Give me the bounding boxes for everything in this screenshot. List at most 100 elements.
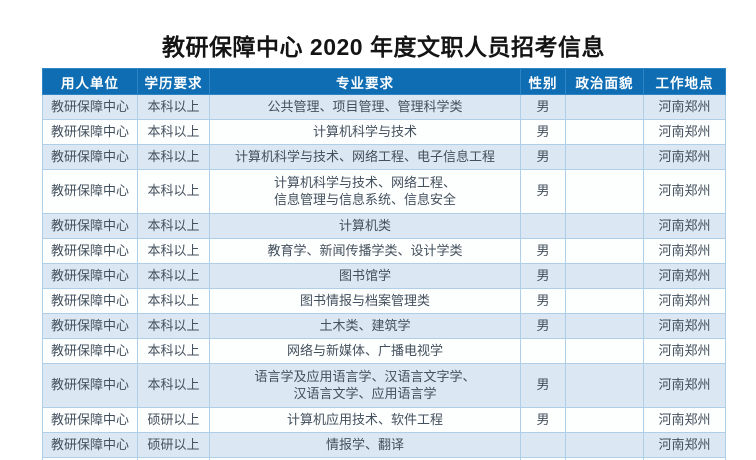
table-row: 教研保障中心 本科以上 网络与新媒体、广播电视学 河南郑州 [42, 338, 726, 364]
cell-major: 计算机科学与技术 [209, 119, 521, 145]
table-row: 教研保障中心 本科以上 图书情报与档案管理类 男 河南郑州 [42, 288, 726, 314]
cell-political [565, 238, 644, 264]
table-row: 教研保障中心 本科以上 图书馆学 男 河南郑州 [42, 263, 726, 289]
cell-education: 本科以上 [137, 338, 210, 364]
cell-major: 计算机类 [209, 213, 521, 239]
table-row: 教研保障中心 本科以上 计算机科学与技术、网络工程、 信息管理与信息系统、信息安… [42, 169, 726, 214]
cell-political [565, 288, 644, 314]
cell-gender: 男 [520, 238, 566, 264]
cell-gender: 男 [520, 313, 566, 339]
cell-major: 计算机应用技术、软件工程 [209, 407, 521, 433]
cell-education: 本科以上 [137, 313, 210, 339]
cell-location: 河南郑州 [643, 119, 726, 145]
cell-gender [520, 338, 566, 364]
cell-major: 土木类、建筑学 [209, 313, 521, 339]
cell-employer: 教研保障中心 [42, 363, 138, 408]
cell-location: 河南郑州 [643, 363, 726, 408]
cell-location: 河南郑州 [643, 338, 726, 364]
cell-employer: 教研保障中心 [42, 338, 138, 364]
cell-political [565, 407, 644, 433]
cell-gender: 男 [520, 94, 566, 120]
cell-location: 河南郑州 [643, 288, 726, 314]
cell-political [565, 119, 644, 145]
cell-employer: 教研保障中心 [42, 432, 138, 458]
cell-location: 河南郑州 [643, 407, 726, 433]
cell-gender: 男 [520, 119, 566, 145]
cell-education: 本科以上 [137, 119, 210, 145]
cell-employer: 教研保障中心 [42, 94, 138, 120]
cell-location: 河南郑州 [643, 263, 726, 289]
cell-political [565, 169, 644, 214]
cell-major: 语言学及应用语言学、汉语言文字学、 汉语言文学、应用语言学 [209, 363, 521, 408]
table-row: 教研保障中心 本科以上 计算机科学与技术 男 河南郑州 [42, 119, 726, 145]
cell-employer: 教研保障中心 [42, 169, 138, 214]
cell-education: 本科以上 [137, 94, 210, 120]
cell-employer: 教研保障中心 [42, 238, 138, 264]
table-row: 教研保障中心 本科以上 计算机科学与技术、网络工程、电子信息工程 男 河南郑州 [42, 144, 726, 170]
cell-political [565, 94, 644, 120]
cell-political [565, 363, 644, 408]
cell-location: 河南郑州 [643, 94, 726, 120]
header-location: 工作地点 [643, 68, 726, 95]
cell-political [565, 144, 644, 170]
cell-political [565, 338, 644, 364]
cell-employer: 教研保障中心 [42, 288, 138, 314]
header-gender: 性别 [520, 68, 566, 95]
cell-gender [520, 213, 566, 239]
cell-gender: 男 [520, 263, 566, 289]
cell-education: 硕研以上 [137, 432, 210, 458]
cell-gender [520, 432, 566, 458]
recruitment-table: 用人单位 学历要求 专业要求 性别 政治面貌 工作地点 教研保障中心 本科以上 … [42, 68, 726, 460]
cell-education: 本科以上 [137, 363, 210, 408]
cell-major: 教育学、新闻传播学类、设计学类 [209, 238, 521, 264]
cell-political [565, 263, 644, 289]
cell-political [565, 313, 644, 339]
cell-employer: 教研保障中心 [42, 213, 138, 239]
cell-location: 河南郑州 [643, 144, 726, 170]
table-row: 教研保障中心 硕研以上 计算机应用技术、软件工程 男 河南郑州 [42, 407, 726, 433]
header-major: 专业要求 [209, 68, 521, 95]
header-political: 政治面貌 [565, 68, 644, 95]
cell-education: 硕研以上 [137, 407, 210, 433]
table-row: 教研保障中心 本科以上 计算机类 河南郑州 [42, 213, 726, 239]
cell-employer: 教研保障中心 [42, 144, 138, 170]
cell-major: 图书馆学 [209, 263, 521, 289]
cell-education: 本科以上 [137, 288, 210, 314]
table-row: 教研保障中心 本科以上 语言学及应用语言学、汉语言文字学、 汉语言文学、应用语言… [42, 363, 726, 408]
cell-education: 本科以上 [137, 263, 210, 289]
cell-gender: 男 [520, 288, 566, 314]
cell-major: 情报学、翻译 [209, 432, 521, 458]
cell-employer: 教研保障中心 [42, 263, 138, 289]
table-row: 教研保障中心 本科以上 土木类、建筑学 男 河南郑州 [42, 313, 726, 339]
cell-location: 河南郑州 [643, 238, 726, 264]
cell-education: 本科以上 [137, 238, 210, 264]
cell-gender: 男 [520, 407, 566, 433]
cell-gender: 男 [520, 363, 566, 408]
cell-employer: 教研保障中心 [42, 119, 138, 145]
table-row: 教研保障中心 本科以上 公共管理、项目管理、管理科学类 男 河南郑州 [42, 94, 726, 120]
cell-gender: 男 [520, 169, 566, 214]
cell-location: 河南郑州 [643, 313, 726, 339]
cell-location [643, 457, 726, 460]
table-row-partial [42, 457, 726, 460]
cell-major: 图书情报与档案管理类 [209, 288, 521, 314]
table-row: 教研保障中心 硕研以上 情报学、翻译 河南郑州 [42, 432, 726, 458]
cell-education: 本科以上 [137, 169, 210, 214]
cell-education: 本科以上 [137, 144, 210, 170]
cell-location: 河南郑州 [643, 169, 726, 214]
cell-political [565, 213, 644, 239]
cell-education: 本科以上 [137, 213, 210, 239]
page-title: 教研保障中心 2020 年度文职人员招考信息 [162, 34, 605, 60]
cell-employer: 教研保障中心 [42, 407, 138, 433]
cell-major: 计算机科学与技术、网络工程、电子信息工程 [209, 144, 521, 170]
table-row: 教研保障中心 本科以上 教育学、新闻传播学类、设计学类 男 河南郑州 [42, 238, 726, 264]
cell-employer: 教研保障中心 [42, 313, 138, 339]
cell-location: 河南郑州 [643, 432, 726, 458]
cell-political [565, 432, 644, 458]
header-employer: 用人单位 [42, 68, 138, 95]
cell-location: 河南郑州 [643, 213, 726, 239]
cell-major: 计算机科学与技术、网络工程、 信息管理与信息系统、信息安全 [209, 169, 521, 214]
cell-major: 公共管理、项目管理、管理科学类 [209, 94, 521, 120]
header-education: 学历要求 [137, 68, 210, 95]
cell-gender: 男 [520, 144, 566, 170]
